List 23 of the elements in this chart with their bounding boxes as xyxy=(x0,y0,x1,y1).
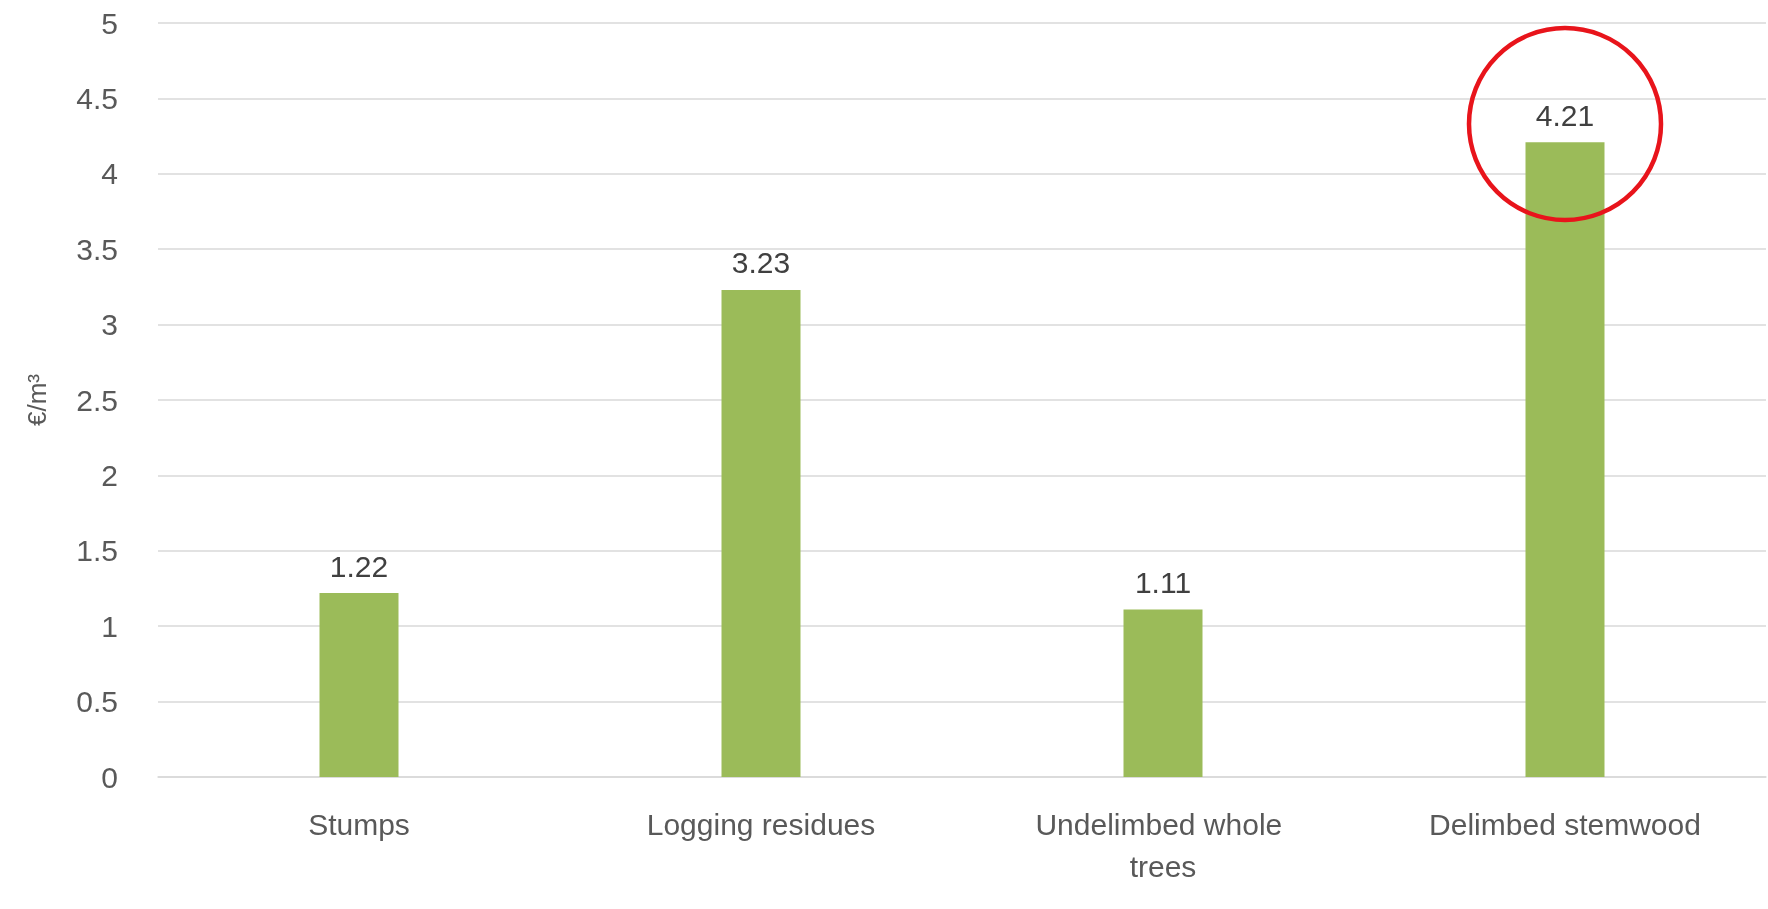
y-axis-title: €/m³ xyxy=(22,373,52,426)
y-tick-label: 3 xyxy=(101,308,118,342)
y-tick-label: 5 xyxy=(101,6,118,40)
data-label: 4.21 xyxy=(1535,98,1595,132)
bar xyxy=(721,289,801,777)
y-tick-label: 0.5 xyxy=(76,685,118,719)
bar xyxy=(319,593,399,777)
x-tick-label: Delimbed stemwood xyxy=(1429,807,1701,841)
y-tick-label: 0 xyxy=(101,760,118,794)
y-tick-label: 1 xyxy=(101,609,118,643)
y-tick-label: 2.5 xyxy=(76,383,118,417)
x-tick-label: Logging residues xyxy=(646,807,876,841)
bar xyxy=(1123,609,1203,777)
y-tick-label: 4 xyxy=(101,157,118,191)
y-tick-label: 1.5 xyxy=(76,534,118,568)
data-label: 1.11 xyxy=(1134,566,1192,600)
y-tick-label: 3.5 xyxy=(76,232,118,266)
x-tick-label: Undelimbed whole trees xyxy=(1035,807,1291,883)
y-tick-label: 4.5 xyxy=(76,81,118,115)
data-label: 1.22 xyxy=(329,549,389,583)
y-tick-label: 2 xyxy=(101,458,118,492)
data-label: 3.23 xyxy=(731,246,791,280)
x-tick-label: Stumps xyxy=(308,807,410,841)
